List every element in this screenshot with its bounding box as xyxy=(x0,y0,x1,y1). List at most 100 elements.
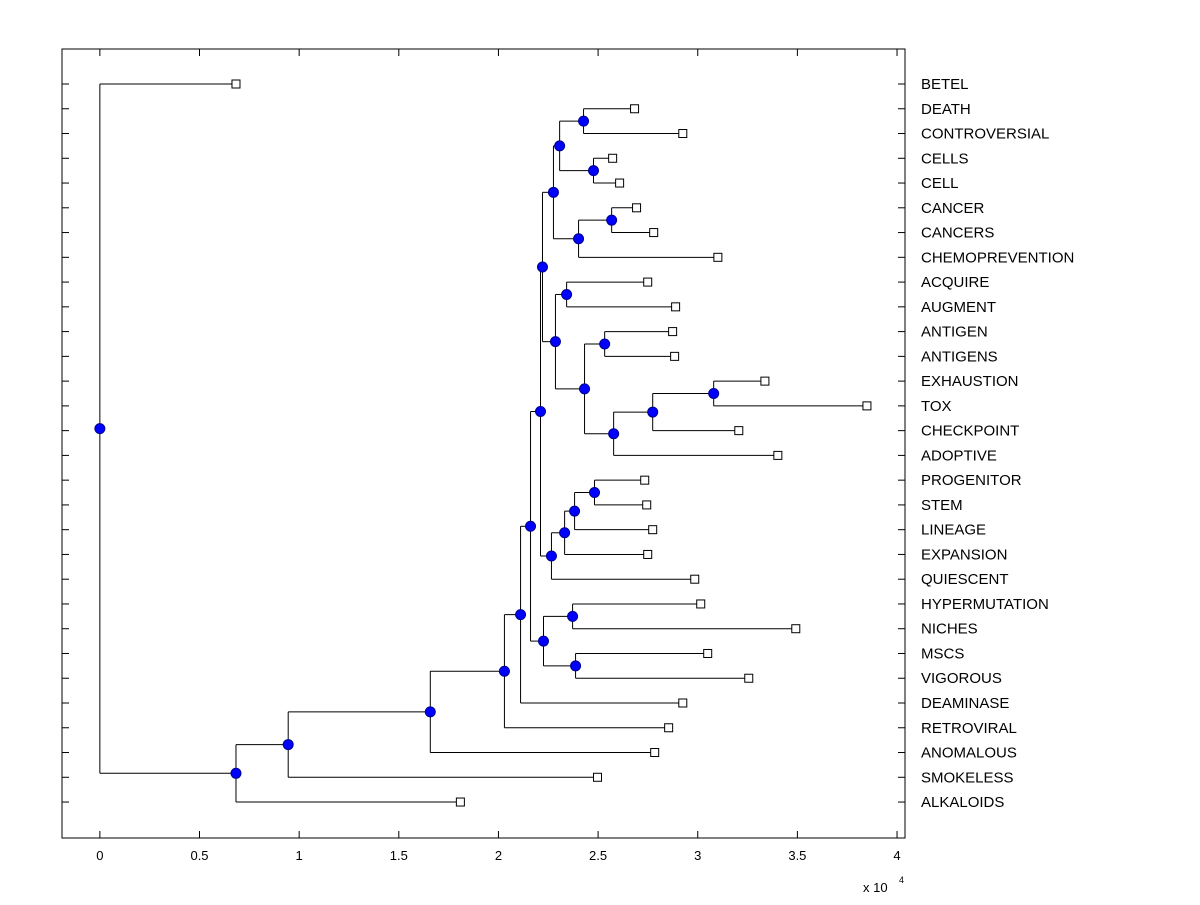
leaf-marker xyxy=(650,748,660,758)
leaf-marker xyxy=(668,327,678,337)
leaf-marker xyxy=(671,302,681,312)
node-marker xyxy=(536,261,548,273)
leaf-marker xyxy=(703,648,713,658)
node-marker xyxy=(589,487,601,499)
leaf-label: QUIESCENT xyxy=(921,571,1009,588)
leaf-label: CONTROVERSIAL xyxy=(921,126,1049,143)
x-exponent-base: x 10 xyxy=(863,880,888,895)
node-marker xyxy=(534,405,546,417)
leaf-label: TOX xyxy=(921,398,952,415)
leaf-marker xyxy=(640,475,650,485)
leaf-label: CANCER xyxy=(921,200,985,217)
leaf-marker xyxy=(643,549,653,559)
node-marker xyxy=(554,140,566,152)
node-marker xyxy=(578,115,590,127)
node-marker xyxy=(708,388,720,399)
leaf-label: AUGMENT xyxy=(921,299,996,316)
leaf-label: VIGOROUS xyxy=(921,670,1002,687)
x-tick-label: 3 xyxy=(694,848,701,863)
leaf-marker xyxy=(615,178,625,188)
leaf-label: EXHAUSTION xyxy=(921,373,1019,390)
leaf-marker xyxy=(630,104,640,114)
node-marker xyxy=(547,186,559,198)
leaf-label: ACQUIRE xyxy=(921,274,989,291)
node-marker xyxy=(230,767,242,779)
leaf-label: ANTIGEN xyxy=(921,324,988,341)
leaf-label: CHECKPOINT xyxy=(921,423,1019,440)
leaf-marker xyxy=(455,797,465,807)
leaf-marker xyxy=(231,79,241,89)
leaf-marker xyxy=(632,203,642,213)
leaf-marker xyxy=(862,401,872,411)
node-marker xyxy=(588,165,600,177)
node-marker xyxy=(498,665,510,677)
plot-area xyxy=(61,48,906,839)
node-marker xyxy=(567,610,579,622)
leaf-label: SMOKELESS xyxy=(921,769,1014,786)
leaf-label: ALKALOIDS xyxy=(921,794,1004,811)
leaf-label: BETEL xyxy=(921,76,969,93)
leaf-label: RETROVIRAL xyxy=(921,720,1017,737)
leaf-marker xyxy=(760,376,770,386)
leaf-label: STEM xyxy=(921,497,963,514)
node-marker xyxy=(561,288,573,300)
leaf-marker xyxy=(643,277,653,287)
node-marker xyxy=(515,609,527,621)
leaf-label: DEATH xyxy=(921,101,971,118)
leaf-marker xyxy=(664,723,674,733)
node-marker xyxy=(94,423,106,435)
leaf-label: CANCERS xyxy=(921,225,994,242)
node-marker xyxy=(573,233,585,245)
leaf-marker xyxy=(744,673,754,683)
node-marker xyxy=(424,706,436,718)
leaf-label: DEAMINASE xyxy=(921,695,1009,712)
leaf-marker xyxy=(791,624,801,634)
leaf-marker xyxy=(678,129,688,139)
node-marker xyxy=(559,527,571,539)
leaf-label: EXPANSION xyxy=(921,546,1007,563)
leaf-labels: BETEL DEATH CONTROVERSIAL CELLS CELL CANCER CA… xyxy=(921,76,1074,811)
leaf-marker xyxy=(690,574,700,584)
x-tick-label: 0 xyxy=(96,848,103,863)
x-tick-label: 1 xyxy=(296,848,303,863)
x-tick-label: 4 xyxy=(893,848,900,863)
leaf-label: CELLS xyxy=(921,150,969,167)
leaf-label: NICHES xyxy=(921,621,978,638)
leaf-marker xyxy=(649,228,659,238)
leaf-marker xyxy=(592,772,602,782)
axis-ticks: 0 0.5 1 1.5 2 2.5 3 3.5 4 xyxy=(62,49,905,863)
x-tick-label: 2.5 xyxy=(589,848,607,863)
node-marker xyxy=(525,520,537,532)
leaf-label: ANTIGENS xyxy=(921,348,998,365)
x-tick-label: 0.5 xyxy=(190,848,208,863)
x-tick-label: 1.5 xyxy=(390,848,408,863)
node-marker xyxy=(570,660,582,672)
leaf-label: CHEMOPREVENTION xyxy=(921,249,1074,266)
node-marker xyxy=(549,336,561,348)
node-marker xyxy=(608,428,620,440)
leaf-marker xyxy=(734,426,744,436)
node-marker xyxy=(606,214,618,226)
tree-markers xyxy=(94,79,872,807)
node-marker xyxy=(599,338,611,350)
leaf-label: MSCS xyxy=(921,645,964,662)
leaf-marker xyxy=(648,525,658,535)
leaf-label: LINEAGE xyxy=(921,522,986,539)
leaf-marker xyxy=(670,351,680,361)
node-marker xyxy=(545,550,557,562)
leaf-label: ANOMALOUS xyxy=(921,745,1017,762)
leaf-marker xyxy=(678,698,688,708)
x-tick-label: 3.5 xyxy=(788,848,806,863)
x-exponent-power: 4 xyxy=(899,875,904,885)
leaf-label: CELL xyxy=(921,175,959,192)
node-marker xyxy=(282,739,294,751)
leaf-marker xyxy=(713,252,723,262)
leaf-label: ADOPTIVE xyxy=(921,447,997,464)
leaf-marker xyxy=(773,450,783,460)
leaf-marker xyxy=(608,153,618,163)
leaf-label: PROGENITOR xyxy=(921,472,1022,489)
node-marker xyxy=(569,505,581,517)
x-tick-label: 2 xyxy=(495,848,502,863)
leaf-marker xyxy=(642,500,652,510)
leaf-label: HYPERMUTATION xyxy=(921,596,1049,613)
